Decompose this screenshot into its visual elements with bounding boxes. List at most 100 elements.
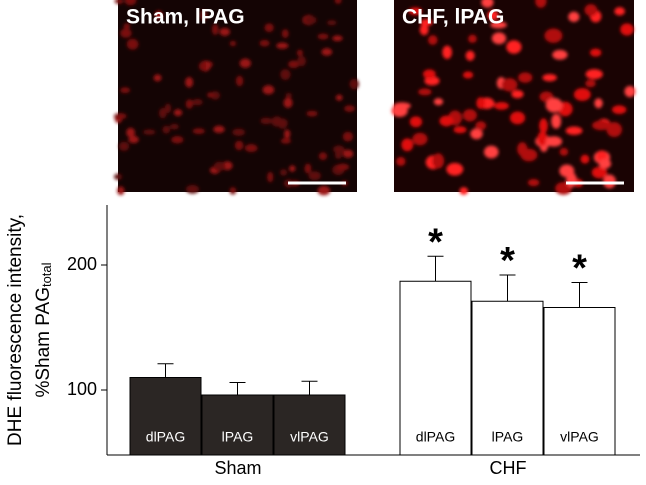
- cell: [126, 127, 136, 138]
- bar-label: lPAG: [492, 429, 524, 445]
- cell: [162, 125, 171, 134]
- cell: [542, 73, 557, 82]
- cell: [408, 7, 423, 16]
- cell: [308, 171, 321, 181]
- cell: [544, 28, 563, 43]
- cell: [114, 173, 123, 180]
- cell: [491, 32, 507, 45]
- cell: [418, 88, 432, 96]
- cell: [124, 0, 137, 6]
- panel-label: CHF, lPAG: [402, 6, 504, 29]
- cell: [393, 102, 411, 110]
- cell: [185, 76, 194, 88]
- cell: [614, 7, 626, 16]
- cell: [487, 10, 499, 21]
- cell: [342, 149, 354, 158]
- cell: [229, 40, 237, 47]
- cell: [306, 110, 318, 117]
- group-label: Sham: [214, 458, 261, 478]
- cell: [281, 29, 289, 39]
- cell: [260, 117, 273, 125]
- cell: [344, 105, 355, 112]
- cell: [336, 163, 350, 171]
- cell: [401, 138, 414, 152]
- bar-label: vlPAG: [290, 429, 329, 445]
- cell: [259, 39, 270, 47]
- y-axis-label: %Sham PAGtotal: [33, 262, 54, 397]
- cell: [566, 172, 577, 188]
- cells: [113, 0, 359, 196]
- cell: [539, 118, 548, 134]
- cell: [126, 38, 139, 50]
- group-label: CHF: [490, 458, 527, 478]
- cell: [173, 109, 183, 117]
- cell: [128, 135, 139, 144]
- significance-marker: *: [428, 221, 443, 263]
- cell: [419, 24, 429, 36]
- cell: [288, 60, 300, 69]
- cell: [123, 23, 131, 29]
- bar-label: dlPAG: [146, 429, 185, 445]
- cell: [199, 10, 208, 21]
- cell: [120, 87, 131, 94]
- cell: [589, 48, 602, 57]
- significance-marker: *: [500, 240, 515, 282]
- cell: [592, 120, 611, 131]
- cell: [585, 69, 603, 80]
- cell: [297, 55, 306, 67]
- cell: [232, 128, 245, 136]
- bar: [399, 280, 472, 456]
- cell: [283, 129, 291, 139]
- micrograph: [113, 0, 359, 196]
- cell: [409, 116, 423, 128]
- cell: [598, 158, 612, 169]
- cell: [296, 49, 303, 57]
- cell: [620, 23, 634, 36]
- cell: [283, 97, 293, 109]
- y-tick-label: 100: [67, 379, 97, 399]
- cell: [584, 4, 598, 16]
- cell: [465, 50, 475, 61]
- cell: [239, 58, 251, 68]
- cell: [335, 150, 342, 160]
- cell: [555, 181, 572, 195]
- cell: [483, 145, 499, 159]
- cell: [585, 79, 596, 88]
- cell: [462, 71, 474, 79]
- cell: [279, 169, 288, 176]
- cell: [120, 28, 132, 38]
- cell: [280, 138, 291, 144]
- cell: [267, 171, 274, 183]
- cell: [171, 136, 184, 144]
- cell: [143, 129, 156, 135]
- bar: [471, 300, 544, 456]
- panel-label: Sham, lPAG: [126, 6, 245, 29]
- cell: [624, 85, 636, 98]
- cell: [422, 69, 436, 79]
- cell: [470, 128, 483, 140]
- cell: [318, 152, 328, 161]
- cell: [606, 122, 622, 138]
- cell: [442, 45, 453, 59]
- cell: [276, 42, 289, 49]
- cell: [113, 113, 127, 120]
- cell: [427, 35, 438, 45]
- cell: [264, 23, 274, 32]
- cell: [219, 27, 231, 36]
- cell: [481, 0, 494, 8]
- cell: [280, 69, 291, 80]
- cell: [327, 20, 337, 26]
- cell: [332, 35, 343, 42]
- cell: [321, 48, 333, 56]
- cell: [159, 107, 167, 119]
- cell: [552, 49, 568, 60]
- cell: [573, 88, 591, 101]
- cell: [509, 111, 526, 125]
- cell: [459, 187, 469, 195]
- cell: [271, 116, 283, 127]
- cell: [545, 97, 563, 113]
- cell: [468, 34, 477, 43]
- cell: [285, 92, 292, 99]
